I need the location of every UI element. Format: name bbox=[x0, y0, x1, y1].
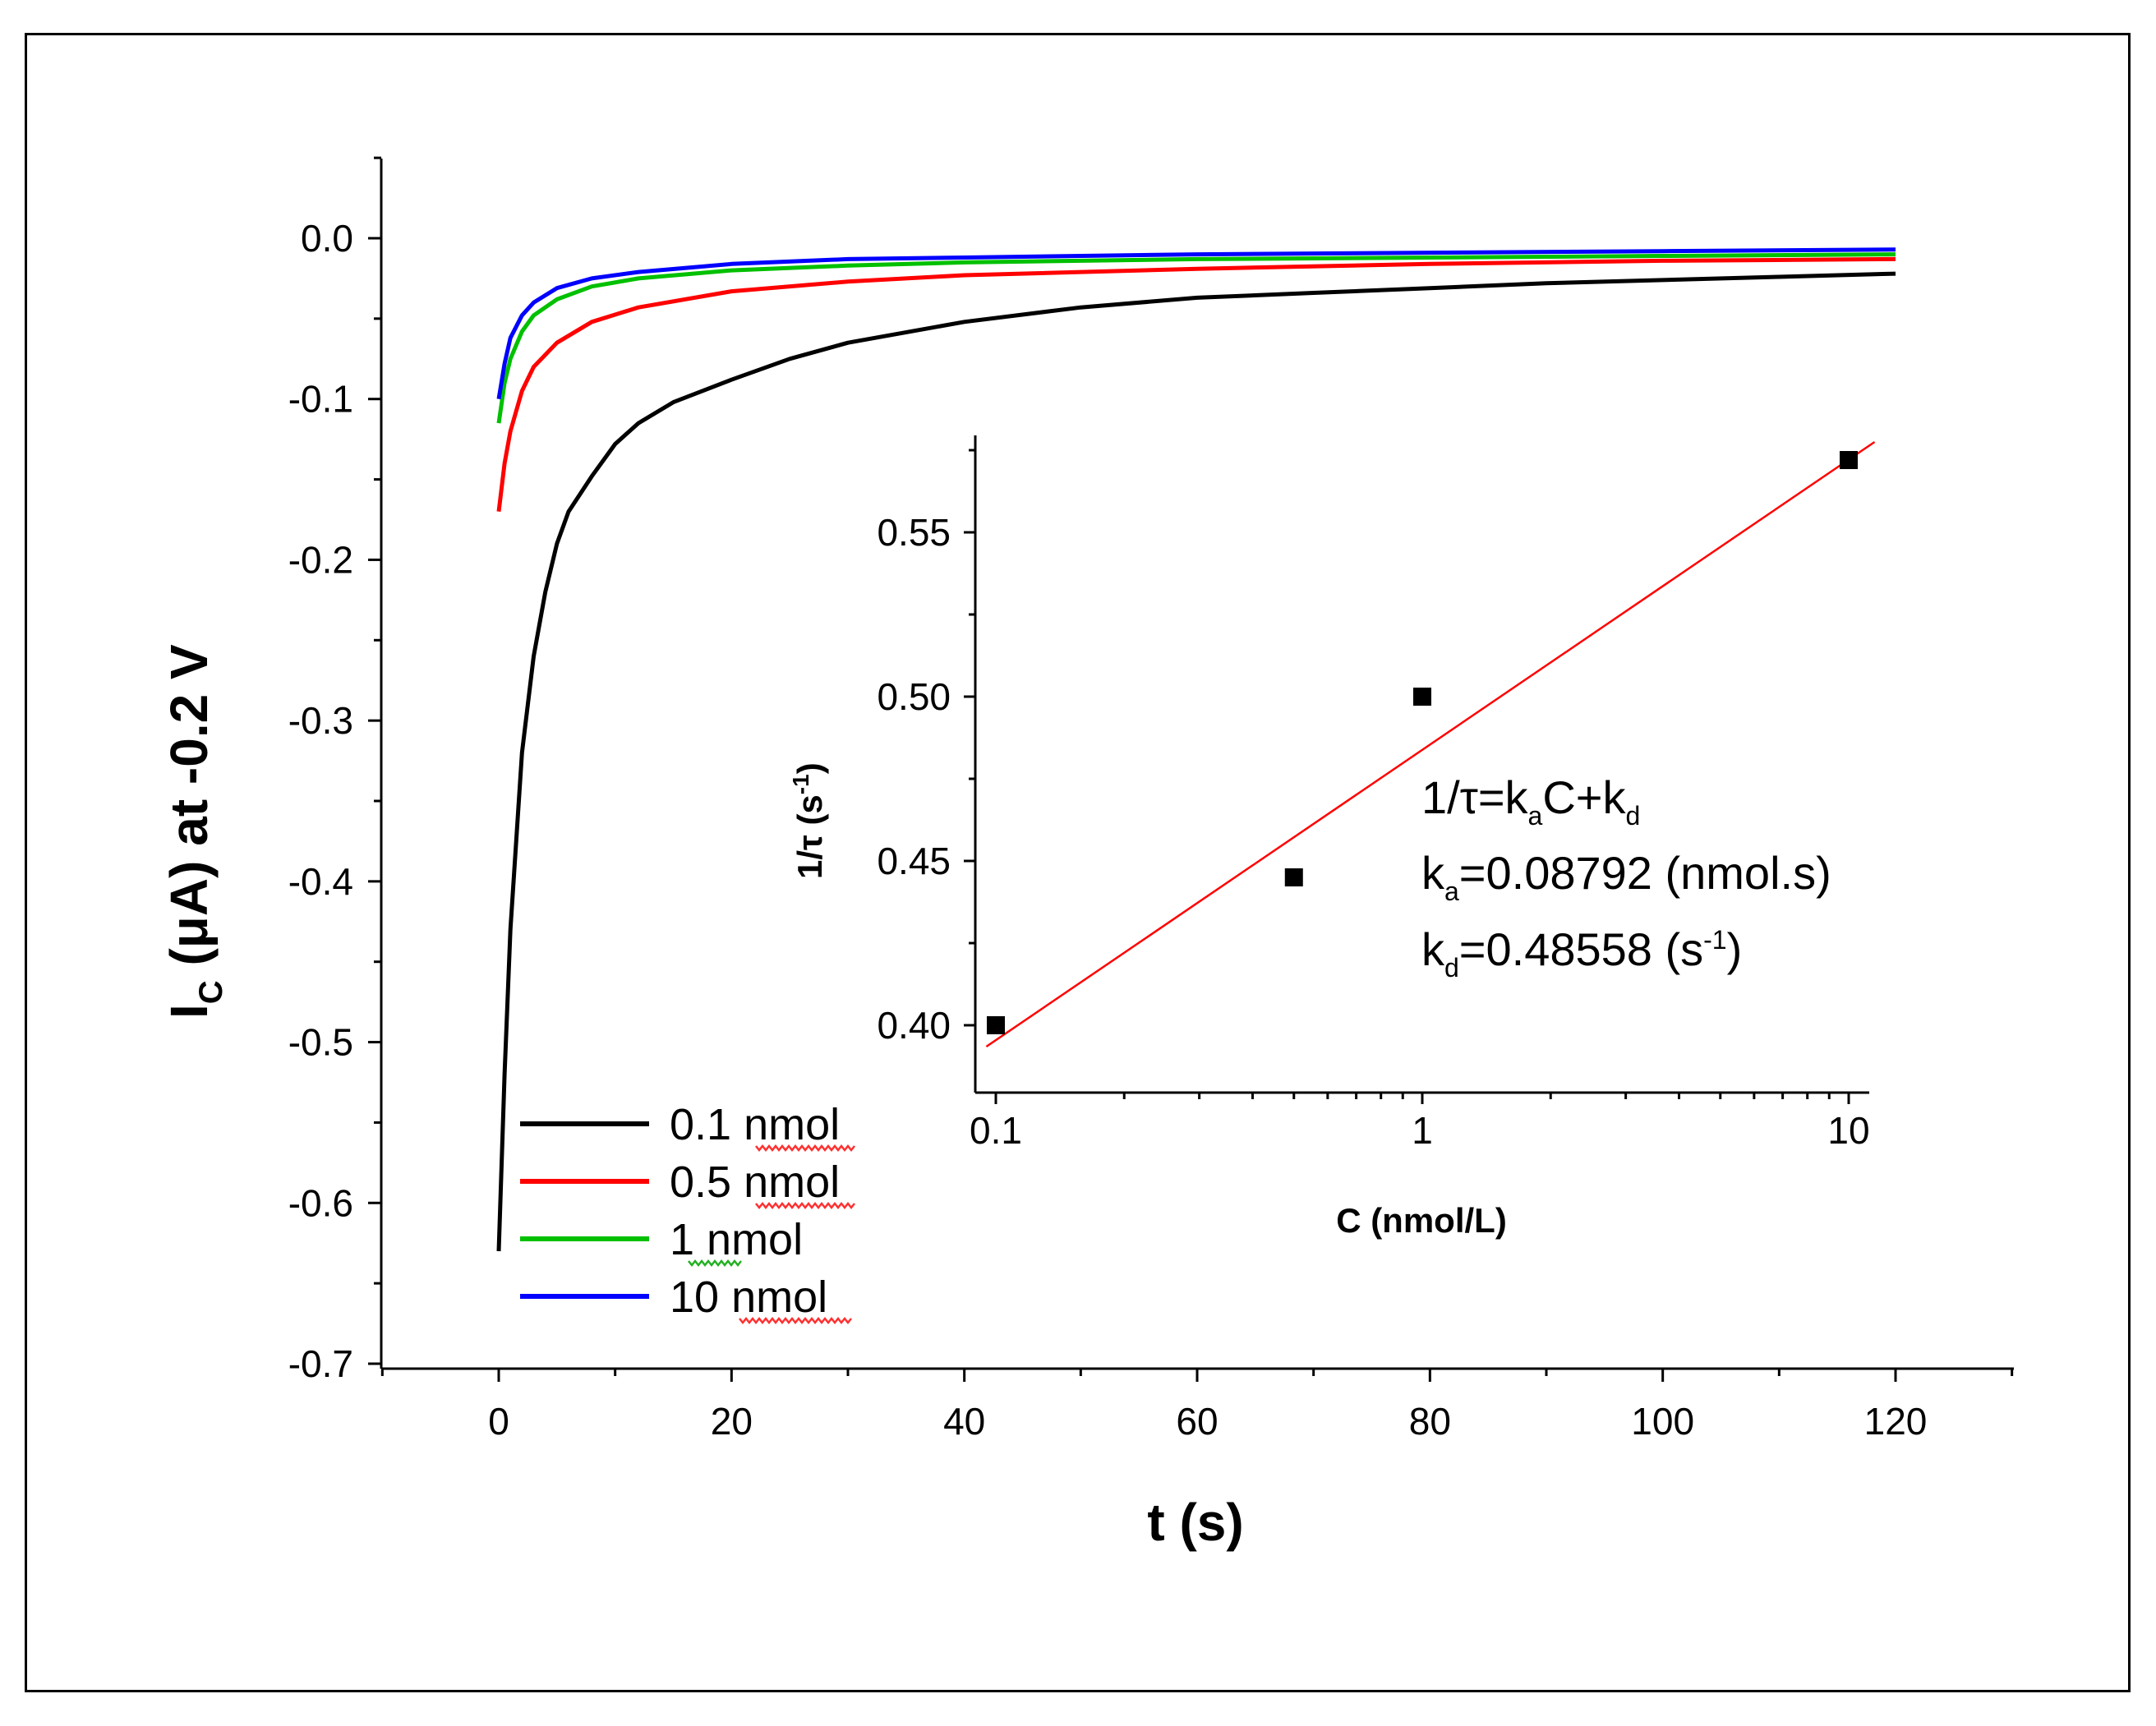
legend-label-1: 0.1 nmol bbox=[670, 1100, 840, 1149]
kd-annotation: kd=0.48558 (s-1) bbox=[1421, 923, 1742, 983]
inset-y-tick-label: 0.45 bbox=[877, 840, 951, 882]
inset-fit-line bbox=[985, 440, 1876, 1048]
inset-ticks: 0.1 1 10 0.40 0.45 0.50 0.55 bbox=[877, 449, 1870, 1152]
main-y-tick-label: -0.5 bbox=[288, 1021, 353, 1064]
inset-x-tick-label: 1 bbox=[1412, 1109, 1433, 1152]
main-x-tick-label: 20 bbox=[711, 1400, 753, 1443]
legend-label-unit: nmol bbox=[731, 1273, 827, 1322]
main-x-tick-label: 60 bbox=[1176, 1400, 1218, 1443]
legend-label-number: 0.1 bbox=[670, 1100, 744, 1149]
main-x-axis-label: t (s) bbox=[1147, 1493, 1243, 1552]
legend-label-number: 1 bbox=[670, 1215, 707, 1264]
main-x-tick-label: 40 bbox=[943, 1400, 985, 1443]
inset-x-tick-label: 0.1 bbox=[970, 1109, 1022, 1152]
spellcheck-underline bbox=[688, 1259, 742, 1268]
spellcheck-underline bbox=[739, 1316, 852, 1325]
fit-line bbox=[985, 440, 1876, 1048]
main-y-tick-label: -0.6 bbox=[288, 1181, 353, 1224]
data-point-1 bbox=[987, 1016, 1005, 1034]
legend-label-3: 1 nmol bbox=[670, 1215, 803, 1264]
main-y-tick-label: -0.4 bbox=[288, 860, 353, 903]
main-x-tick-label: 120 bbox=[1864, 1400, 1928, 1443]
data-point-3 bbox=[1413, 688, 1431, 706]
main-y-tick-label: -0.2 bbox=[288, 538, 353, 581]
series-line-4 bbox=[496, 247, 1896, 400]
inset-y-tick-label: 0.50 bbox=[877, 675, 951, 718]
main-axes bbox=[380, 159, 2014, 1370]
data-point-4 bbox=[1840, 451, 1858, 469]
inset-points bbox=[987, 451, 1858, 1034]
spellcheck-underline bbox=[755, 1144, 855, 1153]
inset-y-axis-label: 1/τ (s-1) bbox=[788, 762, 829, 879]
equation-annotation: 1/τ=kaC+kd bbox=[1421, 771, 1640, 831]
inset-y-tick-label: 0.55 bbox=[877, 511, 951, 554]
main-x-tick-label: 0 bbox=[488, 1400, 509, 1443]
legend-label-4: 10 nmol bbox=[670, 1273, 827, 1322]
inset-axes bbox=[974, 435, 1869, 1094]
main-ticks: 0 20 40 60 80 100 120 0.0 -0.1 -0.2 -0.3 -0.4 -0.5 -0… bbox=[288, 156, 2014, 1443]
legend-label-unit: nmol bbox=[744, 1100, 840, 1149]
main-y-tick-label: -0.1 bbox=[288, 378, 353, 421]
inset-x-tick-label: 10 bbox=[1827, 1109, 1869, 1152]
main-y-tick-label: -0.7 bbox=[288, 1342, 353, 1385]
main-x-tick-label: 80 bbox=[1409, 1400, 1451, 1443]
inset-y-tick-label: 0.40 bbox=[877, 1004, 951, 1047]
spellcheck-underline bbox=[755, 1201, 855, 1210]
inset-x-axis-label: C (nmol/L) bbox=[1336, 1201, 1507, 1240]
series-line-3 bbox=[496, 252, 1896, 424]
data-point-2 bbox=[1284, 868, 1303, 886]
legend-label-unit: nmol bbox=[744, 1158, 840, 1207]
ka-annotation: ka=0.08792 (nmol.s) bbox=[1421, 847, 1831, 906]
legend-label-2: 0.5 nmol bbox=[670, 1158, 840, 1207]
series-line-1 bbox=[496, 271, 1896, 1252]
main-y-tick-label: 0.0 bbox=[301, 217, 353, 260]
series-line-2 bbox=[496, 256, 1896, 513]
legend-label-number: 10 bbox=[670, 1273, 731, 1322]
main-series bbox=[496, 247, 1896, 1252]
legend-label-number: 0.5 bbox=[670, 1158, 744, 1207]
legend-label-unit: nmol bbox=[707, 1215, 803, 1264]
figure-frame bbox=[25, 33, 2131, 1692]
main-y-tick-label: -0.3 bbox=[288, 699, 353, 742]
main-x-tick-label: 100 bbox=[1631, 1400, 1694, 1443]
main-y-axis-label: IC (μA) at -0.2 V bbox=[159, 644, 229, 1019]
